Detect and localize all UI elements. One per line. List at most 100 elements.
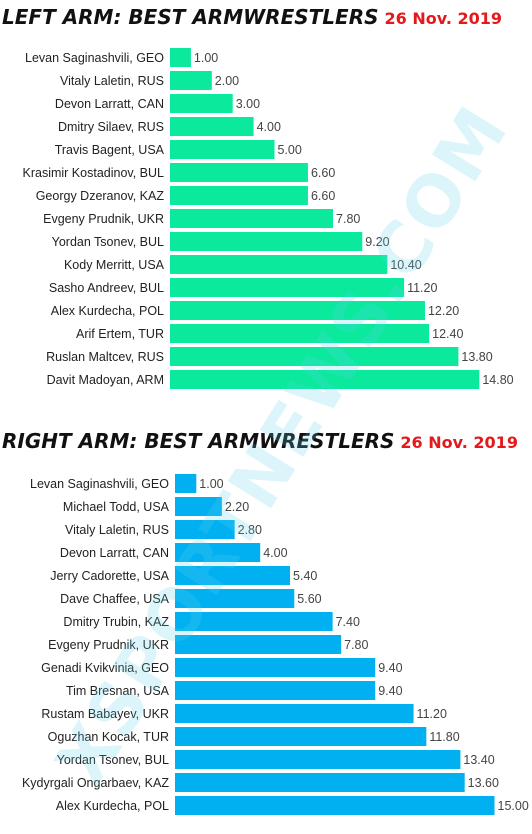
value-label: 14.80 (482, 373, 513, 387)
bar (170, 117, 254, 136)
category-label: Devon Larratt, CAN (55, 97, 164, 111)
value-label: 3.00 (236, 97, 260, 111)
bar (175, 658, 376, 677)
value-label: 5.40 (293, 569, 317, 583)
bar (170, 71, 212, 90)
category-label: Krasimir Kostadinov, BUL (23, 166, 165, 180)
value-label: 1.00 (199, 477, 223, 491)
bar (170, 232, 363, 251)
right-arm-date: 26 Nov. 2019 (400, 433, 518, 452)
value-label: 7.40 (336, 615, 360, 629)
bar (170, 301, 425, 320)
category-label: Vitaly Laletin, RUS (65, 523, 169, 537)
value-label: 5.60 (297, 592, 321, 606)
bar (170, 209, 334, 228)
category-label: Yordan Tsonev, BUL (52, 235, 164, 249)
category-label: Devon Larratt, CAN (60, 546, 169, 560)
category-label: Evgeny Prudnik, UKR (48, 638, 169, 652)
right-arm-title-text: RIGHT ARM: BEST ARMWRESTLERS (2, 429, 395, 453)
bar (175, 750, 461, 769)
category-label: Genadi Kvikvinia, GEO (41, 661, 169, 675)
category-label: Kody Merritt, USA (64, 258, 165, 272)
category-label: Michael Todd, USA (63, 500, 170, 514)
bar (170, 278, 405, 297)
bar (175, 497, 222, 516)
category-label: Dmitry Trubin, KAZ (63, 615, 169, 629)
value-label: 4.00 (263, 546, 287, 560)
value-label: 9.40 (378, 661, 402, 675)
bar (175, 704, 414, 723)
value-label: 2.80 (238, 523, 262, 537)
bar (170, 324, 430, 343)
bar (170, 347, 459, 366)
bar (175, 635, 342, 654)
category-label: Dmitry Silaev, RUS (58, 120, 164, 134)
bar (170, 163, 308, 182)
value-label: 2.00 (215, 74, 239, 88)
bar (170, 186, 308, 205)
value-label: 5.00 (278, 143, 302, 157)
category-label: Sasho Andreev, BUL (49, 281, 164, 295)
category-label: Tim Bresnan, USA (66, 684, 170, 698)
left-arm-panel: LEFT ARM: BEST ARMWRESTLERS 26 Nov. 2019 … (0, 0, 532, 400)
value-label: 4.00 (257, 120, 281, 134)
right-arm-chart: Levan Saginashvili, GEO 1.00 Michael Todd,… (22, 474, 529, 815)
category-label: Evgeny Prudnik, UKR (43, 212, 164, 226)
value-label: 2.20 (225, 500, 249, 514)
value-label: 11.20 (417, 707, 447, 721)
value-label: 7.80 (344, 638, 368, 652)
value-label: 6.60 (311, 189, 335, 203)
category-label: Georgy Dzeranov, KAZ (36, 189, 165, 203)
category-label: Yordan Tsonev, BUL (57, 753, 169, 767)
left-arm-chart: Levan Saginashvili, GEO 1.00 Vitaly Laleti… (23, 48, 514, 389)
value-label: 13.60 (468, 776, 499, 790)
value-label: 9.20 (365, 235, 389, 249)
bar (170, 370, 480, 389)
bar (175, 773, 465, 792)
category-label: Dave Chaffee, USA (60, 592, 170, 606)
category-label: Arif Ertem, TUR (76, 327, 164, 341)
bar (170, 140, 275, 159)
left-arm-title: LEFT ARM: BEST ARMWRESTLERS 26 Nov. 2019 (2, 5, 502, 29)
right-arm-panel: RIGHT ARM: BEST ARMWRESTLERS 26 Nov. 2019… (0, 420, 532, 823)
bar (175, 589, 295, 608)
value-label: 6.60 (311, 166, 335, 180)
value-label: 11.20 (407, 281, 437, 295)
bar (170, 255, 388, 274)
category-label: Levan Saginashvili, GEO (30, 477, 169, 491)
category-label: Rustam Babayev, UKR (41, 707, 169, 721)
category-label: Kydyrgali Ongarbaev, KAZ (22, 776, 169, 790)
bar (175, 543, 261, 562)
value-label: 7.80 (336, 212, 360, 226)
bar (175, 612, 333, 631)
value-label: 1.00 (194, 51, 218, 65)
bar (175, 727, 427, 746)
value-label: 12.40 (432, 327, 463, 341)
left-arm-title-text: LEFT ARM: BEST ARMWRESTLERS (2, 5, 379, 29)
bar (175, 681, 376, 700)
category-label: Jerry Cadorette, USA (50, 569, 169, 583)
bar (175, 520, 235, 539)
value-label: 13.40 (463, 753, 494, 767)
right-arm-title: RIGHT ARM: BEST ARMWRESTLERS 26 Nov. 2019 (2, 429, 518, 453)
bar (170, 94, 233, 113)
bar (175, 474, 197, 493)
bar (170, 48, 191, 67)
value-label: 9.40 (378, 684, 402, 698)
value-label: 13.80 (461, 350, 492, 364)
bar (175, 796, 495, 815)
bar (175, 566, 291, 585)
category-label: Vitaly Laletin, RUS (60, 74, 164, 88)
value-label: 12.20 (428, 304, 459, 318)
category-label: Davit Madoyan, ARM (47, 373, 164, 387)
category-label: Travis Bagent, USA (55, 143, 165, 157)
category-label: Oguzhan Kocak, TUR (48, 730, 169, 744)
value-label: 10.40 (390, 258, 421, 272)
value-label: 15.00 (498, 799, 529, 813)
category-label: Alex Kurdecha, POL (56, 799, 169, 813)
category-label: Levan Saginashvili, GEO (25, 51, 164, 65)
category-label: Ruslan Maltcev, RUS (46, 350, 164, 364)
value-label: 11.80 (429, 730, 459, 744)
left-arm-date: 26 Nov. 2019 (384, 9, 503, 28)
category-label: Alex Kurdecha, POL (51, 304, 164, 318)
